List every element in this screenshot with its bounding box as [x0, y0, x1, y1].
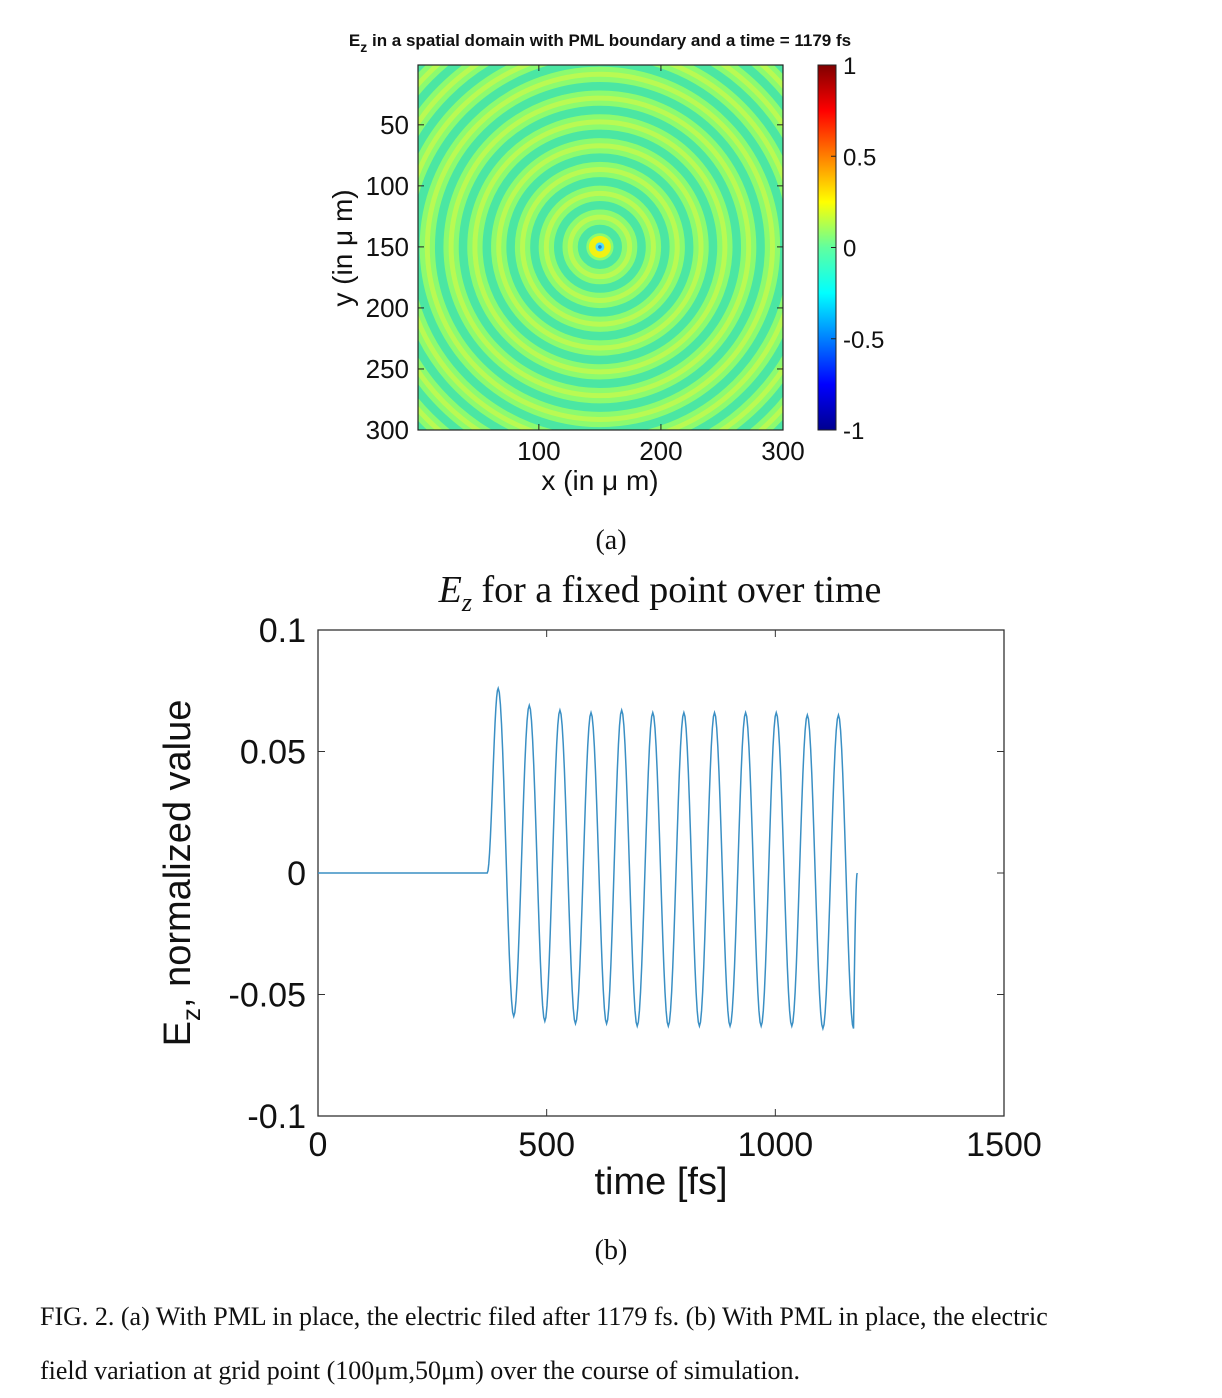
wave-crest-ring: [496, 143, 704, 351]
figure-a-title-subscript: z: [360, 39, 367, 55]
wave-trough-ring: [434, 81, 765, 412]
figure-b-title: Ez for a fixed point over time: [438, 569, 882, 617]
wave-trough-ring: [482, 129, 718, 365]
figure-a-plot: Ez in a spatial domain with PML boundary…: [327, 31, 884, 496]
figure-b-title-text: for a fixed point over time: [472, 569, 881, 611]
x-tick-label: 200: [639, 436, 682, 466]
figure-a-title-symbol: E: [349, 31, 360, 50]
y-tick-label: 200: [366, 293, 409, 323]
wave-trough-ring: [530, 177, 670, 317]
y-tick-label: 50: [380, 110, 409, 140]
figure-a-title-text: in a spatial domain with PML boundary an…: [367, 31, 851, 50]
x-tick-label: 1500: [966, 1126, 1042, 1164]
figure-caption: FIG. 2. (a) With PML in place, the elect…: [40, 1290, 1215, 1398]
y-axis-label-text: , normalized value: [157, 700, 199, 1008]
y-tick-label: 300: [366, 415, 409, 445]
y-tick-label: -0.1: [247, 1098, 306, 1136]
x-tick-label: 0: [309, 1126, 328, 1164]
wave-trough-ring: [553, 200, 646, 293]
y-tick-label: 0.05: [240, 734, 306, 772]
wave-crest-ring: [424, 71, 775, 422]
y-axis-label: y (in μ m): [327, 189, 358, 306]
figure-b-title-symbol: E: [438, 569, 462, 611]
wave-crest-ring: [472, 119, 728, 375]
caption-line-2: field variation at grid point (100μm,50μ…: [40, 1356, 801, 1385]
y-axis-label-subscript: z: [176, 1008, 206, 1021]
x-tick-label: 300: [761, 436, 804, 466]
y-tick-label: 250: [366, 354, 409, 384]
figure-b-sublabel: (b): [594, 1235, 628, 1266]
wave-trough-ring: [506, 153, 694, 341]
colorbar-tick-label: 0: [843, 236, 856, 263]
svg-text:Ez in a spatial domain with PM: Ez in a spatial domain with PML boundary…: [349, 31, 851, 55]
x-tick-label: 100: [517, 436, 560, 466]
figure-b-axes: 0 500 1000 1500 0.1 0.05 0 -0.05 -0.1: [229, 612, 1042, 1164]
y-axis-label: Ez, normalized value: [157, 700, 206, 1047]
wave-crest-ring: [567, 214, 633, 280]
wave-crest-ring: [448, 95, 752, 399]
colorbar-ticks: 1 0.5 0 -0.5 -1: [831, 53, 884, 445]
wave-crest-ring: [520, 167, 680, 327]
colorbar-tick-label: -0.5: [843, 327, 884, 354]
figure-b-title-subscript: z: [461, 588, 472, 617]
figure-b-plot: Ez for a fixed point over time 0 500 1000 1…: [157, 569, 1042, 1203]
colorbar-tick-label: 1: [843, 53, 856, 80]
figure-a-axes: 100 200 300 50 100 150 200 250 300: [366, 65, 805, 466]
figure-a-title: Ez in a spatial domain with PML boundary…: [349, 31, 851, 55]
y-tick-label: 100: [366, 171, 409, 201]
heatmap-frame: [417, 64, 784, 431]
y-axis-label-symbol: E: [157, 1021, 199, 1046]
x-axis-label: x (in μ m): [541, 465, 658, 496]
figure-a-sublabel: (a): [595, 525, 627, 556]
x-tick-label: 1000: [738, 1126, 814, 1164]
x-tick-label: 500: [518, 1126, 575, 1164]
wave-crest-ring: [543, 190, 656, 303]
x-axis-label: time [fs]: [594, 1161, 727, 1203]
field-heatmap: [418, 65, 783, 430]
y-tick-label: 0: [287, 855, 306, 893]
y-tick-label: 150: [366, 232, 409, 262]
caption-line-1: FIG. 2. (a) With PML in place, the elect…: [40, 1302, 1048, 1331]
wave-trough-ring: [458, 105, 742, 389]
ez-time-series-line: [318, 685, 858, 1032]
colorbar-tick-label: 0.5: [843, 144, 876, 171]
y-tick-label: 0.1: [259, 612, 306, 650]
wave-trough-ring: [577, 224, 622, 269]
source-core: [598, 245, 602, 249]
colorbar-tick-label: -1: [843, 418, 864, 445]
y-tick-label: -0.05: [229, 977, 307, 1015]
